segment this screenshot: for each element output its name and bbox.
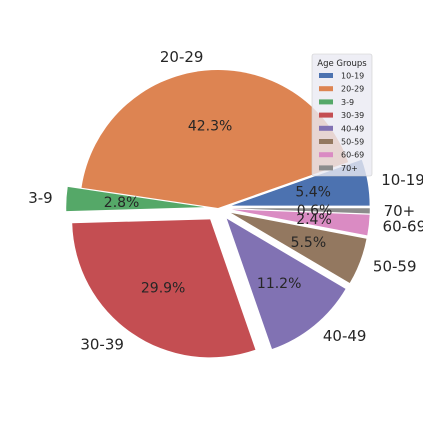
slice-60-69 bbox=[231, 209, 370, 236]
legend-label-70plus: 70+ bbox=[341, 164, 358, 173]
slice-70plus bbox=[231, 208, 370, 214]
pie-slices bbox=[66, 69, 370, 358]
legend-label-50-59: 50-59 bbox=[341, 138, 364, 147]
slice-20-29 bbox=[81, 69, 349, 208]
slice-percent-10-19: 5.4% bbox=[295, 185, 331, 201]
legend-swatch-70plus bbox=[319, 165, 333, 171]
slice-label-3-9: 3-9 bbox=[28, 189, 53, 207]
legend-label-3-9: 3-9 bbox=[341, 98, 354, 107]
legend-title: Age Groups bbox=[317, 59, 367, 69]
slice-percent-20-29: 42.3% bbox=[188, 119, 232, 135]
slice-percent-60-69: 2.4% bbox=[296, 212, 332, 228]
slice-label-10-19: 10-19 bbox=[381, 171, 423, 189]
legend-swatch-20-29 bbox=[319, 86, 333, 92]
legend-label-60-69: 60-69 bbox=[341, 151, 364, 160]
slice-50-59 bbox=[230, 212, 367, 284]
slice-30-39 bbox=[72, 219, 256, 358]
slice-label-20-29: 20-29 bbox=[160, 48, 204, 66]
legend-swatch-10-19 bbox=[319, 73, 333, 78]
slice-label-40-49: 40-49 bbox=[323, 327, 367, 345]
slice-percent-40-49: 11.2% bbox=[257, 276, 301, 292]
legend-swatch-50-59 bbox=[319, 139, 333, 144]
legend: Age Groups 10-19 20-29 3-9 30-39 40-49 50-59 6… bbox=[311, 53, 373, 177]
slice-percent-30-39: 29.9% bbox=[141, 281, 185, 297]
legend-label-20-29: 20-29 bbox=[341, 85, 364, 94]
legend-label-30-39: 30-39 bbox=[341, 111, 364, 120]
legend-label-40-49: 40-49 bbox=[341, 124, 364, 133]
slice-label-60-69: 60-69 bbox=[383, 218, 423, 236]
slice-percent-70plus: 0.6% bbox=[297, 203, 333, 219]
pie-labels: 10-19 5.4% 20-29 42.3% 3-9 2.8% 30-39 29.9% 40-4… bbox=[28, 48, 423, 353]
legend-swatch-30-39 bbox=[319, 112, 333, 118]
slice-percent-3-9: 2.8% bbox=[104, 195, 140, 211]
slice-3-9 bbox=[66, 186, 205, 212]
slice-label-30-39: 30-39 bbox=[80, 335, 124, 353]
slice-40-49 bbox=[226, 218, 346, 350]
legend-swatch-3-9 bbox=[319, 99, 333, 105]
legend-swatch-40-49 bbox=[319, 125, 333, 131]
legend-swatch-60-69 bbox=[319, 152, 333, 158]
slice-label-50-59: 50-59 bbox=[373, 257, 417, 275]
legend-box bbox=[311, 53, 373, 177]
slice-label-70plus: 70+ bbox=[384, 202, 416, 220]
legend-label-10-19: 10-19 bbox=[341, 72, 364, 81]
slice-percent-50-59: 5.5% bbox=[291, 235, 327, 251]
